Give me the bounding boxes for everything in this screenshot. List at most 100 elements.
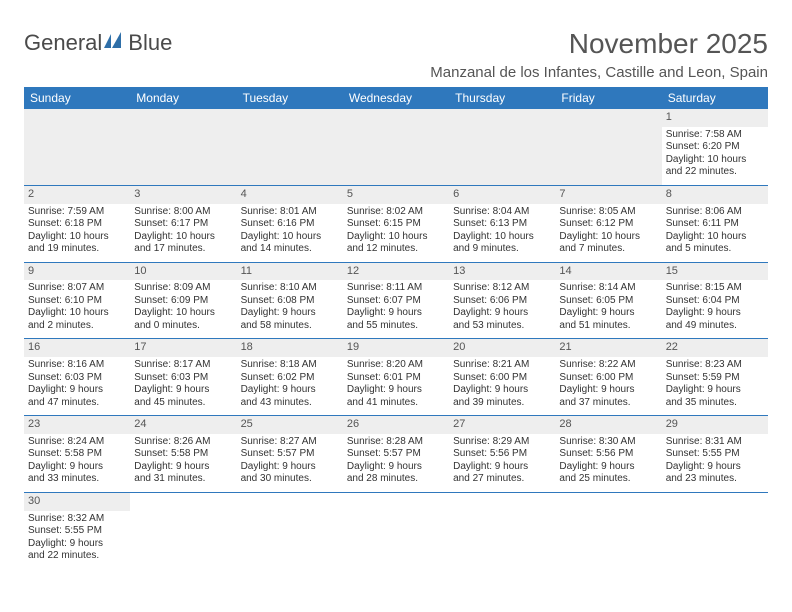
- sunset-text: Sunset: 6:03 PM: [134, 372, 232, 385]
- daylight-text: Daylight: 10 hours: [134, 307, 232, 320]
- day-number: 6: [449, 186, 555, 204]
- daylight-text: Daylight: 9 hours: [453, 461, 551, 474]
- day-number: 20: [449, 339, 555, 357]
- calendar-cell: [237, 492, 343, 568]
- day-number: 16: [24, 339, 130, 357]
- daylight-text: Daylight: 9 hours: [347, 461, 445, 474]
- calendar-cell: [555, 109, 661, 185]
- calendar-cell: 24Sunrise: 8:26 AMSunset: 5:58 PMDayligh…: [130, 416, 236, 493]
- calendar-cell: [449, 492, 555, 568]
- day-number: 22: [662, 339, 768, 357]
- day-number: 27: [449, 416, 555, 434]
- title-block: November 2025 Manzanal de los Infantes, …: [430, 28, 768, 81]
- sunrise-text: Sunrise: 8:16 AM: [28, 359, 126, 372]
- calendar-table: Sunday Monday Tuesday Wednesday Thursday…: [24, 87, 768, 569]
- sunset-text: Sunset: 6:20 PM: [666, 141, 764, 154]
- sunrise-text: Sunrise: 8:24 AM: [28, 436, 126, 449]
- daylight-text: and 17 minutes.: [134, 243, 232, 256]
- daylight-text: and 43 minutes.: [241, 397, 339, 410]
- sunrise-text: Sunrise: 8:28 AM: [347, 436, 445, 449]
- calendar-row: 2Sunrise: 7:59 AMSunset: 6:18 PMDaylight…: [24, 185, 768, 262]
- day-number: 13: [449, 263, 555, 281]
- calendar-cell: 30Sunrise: 8:32 AMSunset: 5:55 PMDayligh…: [24, 492, 130, 568]
- weekday-header: Monday: [130, 87, 236, 109]
- daylight-text: Daylight: 10 hours: [28, 307, 126, 320]
- header: General Blue November 2025 Manzanal de l…: [24, 28, 768, 81]
- calendar-cell: 8Sunrise: 8:06 AMSunset: 6:11 PMDaylight…: [662, 185, 768, 262]
- day-number: 14: [555, 263, 661, 281]
- daylight-text: and 28 minutes.: [347, 473, 445, 486]
- daylight-text: Daylight: 9 hours: [666, 307, 764, 320]
- sunset-text: Sunset: 6:13 PM: [453, 218, 551, 231]
- daylight-text: Daylight: 9 hours: [241, 307, 339, 320]
- daylight-text: Daylight: 10 hours: [666, 154, 764, 167]
- sunset-text: Sunset: 6:08 PM: [241, 295, 339, 308]
- sunrise-text: Sunrise: 8:27 AM: [241, 436, 339, 449]
- calendar-cell: 9Sunrise: 8:07 AMSunset: 6:10 PMDaylight…: [24, 262, 130, 339]
- sunset-text: Sunset: 6:00 PM: [559, 372, 657, 385]
- daylight-text: Daylight: 9 hours: [347, 307, 445, 320]
- logo-word1: General: [24, 30, 102, 56]
- calendar-cell: 7Sunrise: 8:05 AMSunset: 6:12 PMDaylight…: [555, 185, 661, 262]
- weekday-header: Friday: [555, 87, 661, 109]
- daylight-text: Daylight: 9 hours: [559, 307, 657, 320]
- calendar-cell: [449, 109, 555, 185]
- sunrise-text: Sunrise: 8:07 AM: [28, 282, 126, 295]
- calendar-cell: 10Sunrise: 8:09 AMSunset: 6:09 PMDayligh…: [130, 262, 236, 339]
- daylight-text: Daylight: 9 hours: [28, 384, 126, 397]
- calendar-cell: 13Sunrise: 8:12 AMSunset: 6:06 PMDayligh…: [449, 262, 555, 339]
- sunset-text: Sunset: 6:05 PM: [559, 295, 657, 308]
- daylight-text: and 47 minutes.: [28, 397, 126, 410]
- sunrise-text: Sunrise: 8:29 AM: [453, 436, 551, 449]
- weekday-header: Thursday: [449, 87, 555, 109]
- calendar-cell: [555, 492, 661, 568]
- calendar-cell: 27Sunrise: 8:29 AMSunset: 5:56 PMDayligh…: [449, 416, 555, 493]
- daylight-text: and 53 minutes.: [453, 320, 551, 333]
- calendar-cell: 16Sunrise: 8:16 AMSunset: 6:03 PMDayligh…: [24, 339, 130, 416]
- day-number: 18: [237, 339, 343, 357]
- sunrise-text: Sunrise: 8:20 AM: [347, 359, 445, 372]
- daylight-text: Daylight: 10 hours: [134, 231, 232, 244]
- calendar-cell: 3Sunrise: 8:00 AMSunset: 6:17 PMDaylight…: [130, 185, 236, 262]
- weekday-header: Saturday: [662, 87, 768, 109]
- day-number: 30: [24, 493, 130, 511]
- daylight-text: and 25 minutes.: [559, 473, 657, 486]
- daylight-text: Daylight: 9 hours: [134, 461, 232, 474]
- sunrise-text: Sunrise: 8:22 AM: [559, 359, 657, 372]
- weekday-header-row: Sunday Monday Tuesday Wednesday Thursday…: [24, 87, 768, 109]
- day-number: 19: [343, 339, 449, 357]
- daylight-text: and 9 minutes.: [453, 243, 551, 256]
- sunrise-text: Sunrise: 8:06 AM: [666, 206, 764, 219]
- day-number: 12: [343, 263, 449, 281]
- sunrise-text: Sunrise: 8:09 AM: [134, 282, 232, 295]
- calendar-cell: 28Sunrise: 8:30 AMSunset: 5:56 PMDayligh…: [555, 416, 661, 493]
- calendar-cell: 17Sunrise: 8:17 AMSunset: 6:03 PMDayligh…: [130, 339, 236, 416]
- daylight-text: Daylight: 9 hours: [666, 461, 764, 474]
- day-number: 11: [237, 263, 343, 281]
- sunrise-text: Sunrise: 8:23 AM: [666, 359, 764, 372]
- daylight-text: and 12 minutes.: [347, 243, 445, 256]
- calendar-row: 16 Sunrise: 8:16 AM Sunset: 6:03 PM Dayligh…: [24, 339, 768, 416]
- sunrise-text: Sunrise: 7:58 AM: [666, 129, 764, 142]
- weekday-header: Tuesday: [237, 87, 343, 109]
- daylight-text: and 58 minutes.: [241, 320, 339, 333]
- sunset-text: Sunset: 6:17 PM: [134, 218, 232, 231]
- calendar-cell: [24, 109, 130, 185]
- calendar-cell: 6Sunrise: 8:04 AMSunset: 6:13 PMDaylight…: [449, 185, 555, 262]
- sunset-text: Sunset: 5:59 PM: [666, 372, 764, 385]
- sunset-text: Sunset: 6:00 PM: [453, 372, 551, 385]
- day-number: 10: [130, 263, 236, 281]
- calendar-row: 30Sunrise: 8:32 AMSunset: 5:55 PMDayligh…: [24, 492, 768, 568]
- day-number: 9: [24, 263, 130, 281]
- daylight-text: Daylight: 9 hours: [559, 384, 657, 397]
- calendar-cell: 2Sunrise: 7:59 AMSunset: 6:18 PMDaylight…: [24, 185, 130, 262]
- logo-word2: Blue: [128, 30, 172, 56]
- sunrise-text: Sunrise: 8:17 AM: [134, 359, 232, 372]
- month-title: November 2025: [430, 28, 768, 60]
- daylight-text: and 5 minutes.: [666, 243, 764, 256]
- calendar-cell: 18Sunrise: 8:18 AMSunset: 6:02 PMDayligh…: [237, 339, 343, 416]
- sunrise-text: Sunrise: 8:21 AM: [453, 359, 551, 372]
- sunrise-text: Sunrise: 8:00 AM: [134, 206, 232, 219]
- calendar-cell: 11Sunrise: 8:10 AMSunset: 6:08 PMDayligh…: [237, 262, 343, 339]
- sunset-text: Sunset: 5:55 PM: [666, 448, 764, 461]
